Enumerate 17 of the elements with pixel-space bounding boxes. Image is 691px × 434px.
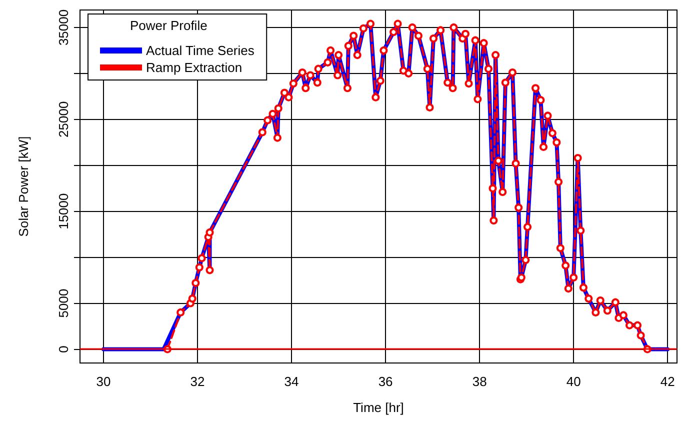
- x-tick-label: 34: [284, 374, 299, 389]
- x-tick-label: 36: [378, 374, 393, 389]
- y-tick-label: 15000: [56, 193, 71, 230]
- legend-label: Actual Time Series: [146, 43, 255, 58]
- x-tick-label: 42: [660, 374, 675, 389]
- y-tick-label: 5000: [56, 288, 71, 318]
- legend-title: Power Profile: [130, 18, 208, 33]
- y-tick-label: 35000: [56, 9, 71, 46]
- x-axis-title: Time [hr]: [353, 400, 404, 415]
- y-axis-title: Solar Power [kW]: [16, 136, 31, 237]
- x-tick-label: 40: [566, 374, 581, 389]
- legend-label: Ramp Extraction: [146, 60, 242, 75]
- x-tick-label: 38: [472, 374, 487, 389]
- y-tick-label: 25000: [56, 101, 71, 138]
- x-tick-label: 32: [190, 374, 205, 389]
- y-tick-label: 0: [56, 346, 71, 353]
- x-tick-label: 30: [96, 374, 111, 389]
